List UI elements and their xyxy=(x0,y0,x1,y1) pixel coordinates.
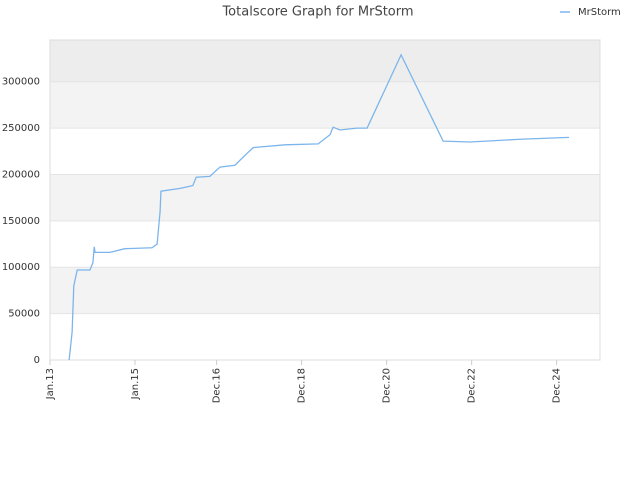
plot-band xyxy=(50,81,600,129)
y-tick-label: 200000 xyxy=(2,169,40,180)
plot-band xyxy=(50,128,600,175)
plot-band xyxy=(50,267,600,314)
y-tick-label: 0 xyxy=(34,355,40,366)
plot-band xyxy=(50,220,600,268)
y-tick-label: 100000 xyxy=(2,262,40,273)
plot-border xyxy=(49,39,601,361)
x-tick-label: Jan.15 xyxy=(130,368,141,400)
y-tick-label: 50000 xyxy=(8,309,40,320)
plot-band xyxy=(50,313,600,360)
legend-label: MrStorm xyxy=(578,7,621,18)
y-tick-label: 250000 xyxy=(2,123,40,134)
chart-title: Totalscore Graph for MrStorm xyxy=(221,5,413,20)
line xyxy=(68,53,569,361)
x-tick-label: Dec.22 xyxy=(467,368,478,403)
y-tick-label: 300000 xyxy=(2,77,40,88)
plot-band xyxy=(50,174,600,221)
x-tick-label: Dec.24 xyxy=(552,368,563,403)
x-tick-label: Dec.20 xyxy=(382,368,393,403)
x-tick-label: Dec.16 xyxy=(212,368,223,403)
y-tick-label: 150000 xyxy=(2,216,40,227)
x-tick-label: Jan.13 xyxy=(45,368,56,400)
x-tick-label: Dec.18 xyxy=(297,368,308,403)
